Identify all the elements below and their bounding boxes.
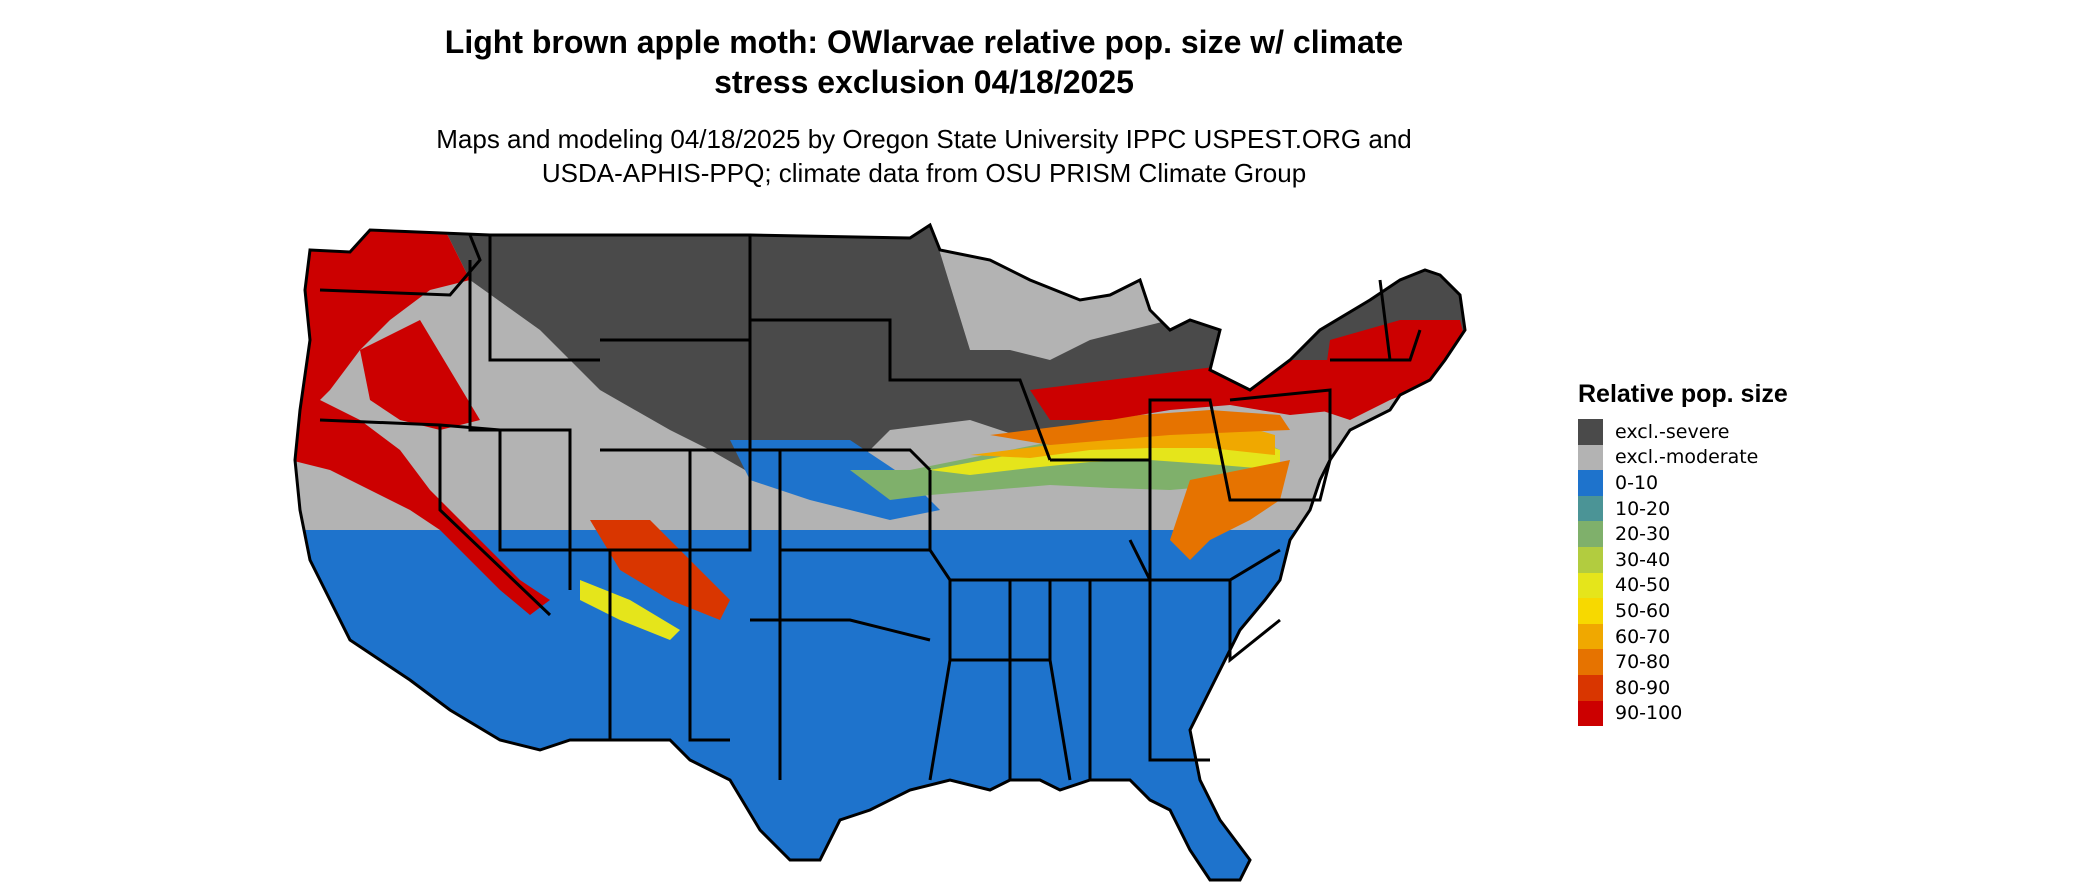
legend-swatch <box>1578 444 1603 471</box>
legend-label: excl.-severe <box>1615 420 1730 443</box>
title-line-2: stress exclusion 04/18/2025 <box>714 64 1134 100</box>
us-map <box>293 222 1467 882</box>
legend-swatch <box>1578 470 1603 496</box>
legend-swatch <box>1578 521 1603 547</box>
legend-swatch <box>1578 572 1603 599</box>
map-subtitle: Maps and modeling 04/18/2025 by Oregon S… <box>0 122 1848 190</box>
legend-item: excl.-moderate <box>1578 444 1788 471</box>
legend-item: excl.-severe <box>1578 419 1788 445</box>
legend-item: 70-80 <box>1578 649 1788 675</box>
legend-swatch <box>1578 495 1603 522</box>
legend-swatch <box>1578 623 1603 650</box>
legend-label: 0-10 <box>1615 471 1659 494</box>
legend-label: 70-80 <box>1615 651 1671 674</box>
state-boundaries <box>293 222 1467 882</box>
legend-item: 60-70 <box>1578 623 1788 650</box>
subtitle-line-2: USDA-APHIS-PPQ; climate data from OSU PR… <box>541 158 1307 188</box>
legend-label: 30-40 <box>1615 548 1671 571</box>
legend-items: excl.-severe excl.-moderate 0-10 10-20 2… <box>1578 419 1788 727</box>
legend-label: 20-30 <box>1615 523 1671 546</box>
legend-item: 0-10 <box>1578 470 1788 496</box>
title-line-1: Light brown apple moth: OWlarvae relativ… <box>444 24 1404 60</box>
legend-item: 90-100 <box>1578 700 1788 727</box>
legend-label: 50-60 <box>1615 599 1671 622</box>
legend-item: 30-40 <box>1578 546 1788 573</box>
legend-label: 60-70 <box>1615 625 1671 648</box>
legend-title: Relative pop. size <box>1578 380 1788 408</box>
legend: Relative pop. size excl.-severe excl.-mo… <box>1578 380 1788 727</box>
legend-swatch <box>1578 598 1603 624</box>
legend-swatch <box>1578 419 1603 445</box>
legend-swatch <box>1578 674 1603 701</box>
subtitle-line-1: Maps and modeling 04/18/2025 by Oregon S… <box>436 124 1412 154</box>
choropleth-fill <box>295 225 1465 880</box>
legend-item: 20-30 <box>1578 521 1788 547</box>
legend-label: 40-50 <box>1615 574 1671 597</box>
legend-item: 10-20 <box>1578 495 1788 522</box>
legend-label: 10-20 <box>1615 497 1671 520</box>
legend-item: 40-50 <box>1578 572 1788 599</box>
legend-item: 80-90 <box>1578 674 1788 701</box>
map-title: Light brown apple moth: OWlarvae relativ… <box>0 22 1848 102</box>
legend-swatch <box>1578 546 1603 573</box>
legend-label: excl.-moderate <box>1615 446 1759 469</box>
legend-swatch <box>1578 700 1603 727</box>
legend-swatch <box>1578 649 1603 675</box>
legend-label: 90-100 <box>1615 702 1683 725</box>
legend-label: 80-90 <box>1615 676 1671 699</box>
legend-item: 50-60 <box>1578 598 1788 624</box>
